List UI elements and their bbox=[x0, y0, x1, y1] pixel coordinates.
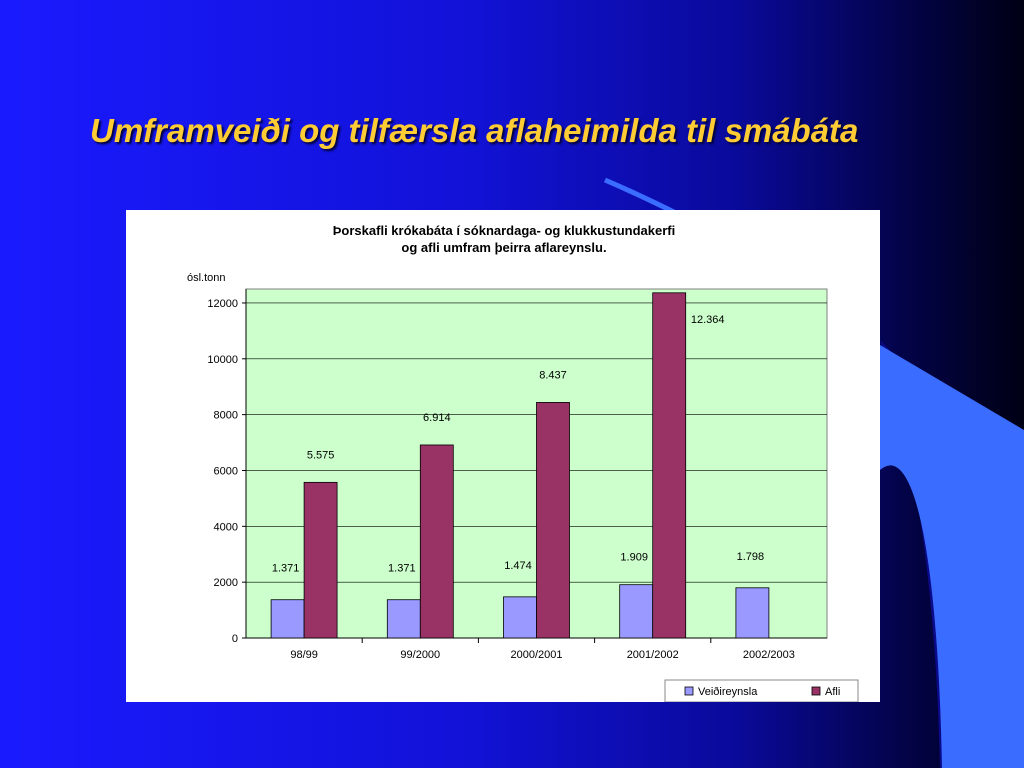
y-tick-label: 10000 bbox=[207, 354, 238, 366]
x-tick-label: 2001/2002 bbox=[627, 649, 679, 661]
data-label: 1.798 bbox=[737, 551, 765, 563]
legend-box bbox=[664, 679, 859, 702]
bar-afli bbox=[419, 444, 454, 639]
bar-veidireynsla bbox=[735, 587, 770, 639]
y-tick-label: 6000 bbox=[214, 465, 238, 477]
chart-title-line-2: og afli umfram þeirra aflareynslu. bbox=[401, 240, 606, 255]
legend: Veiðireynsla Afli bbox=[664, 679, 859, 702]
data-label: 5.575 bbox=[307, 449, 335, 461]
data-label: 1.474 bbox=[504, 560, 532, 572]
legend-swatch-veidireynsla bbox=[684, 686, 694, 696]
bar-veidireynsla bbox=[619, 584, 654, 639]
y-axis-label: ósl.tonn bbox=[187, 272, 226, 284]
x-tick-label: 99/2000 bbox=[400, 649, 440, 661]
y-tick-label: 2000 bbox=[214, 577, 238, 589]
data-label: 12.364 bbox=[691, 314, 725, 326]
bar-chart: Þorskafli krókabáta í sóknardaga- og klu… bbox=[187, 223, 859, 702]
decorative-swoosh-light bbox=[880, 345, 1024, 768]
legend-label-veidireynsla: Veiðireynsla bbox=[698, 686, 758, 698]
data-label: 6.914 bbox=[423, 412, 451, 424]
x-tick-label: 2002/2003 bbox=[743, 649, 795, 661]
y-tick-label: 12000 bbox=[207, 298, 238, 310]
legend-label-afli: Afli bbox=[825, 686, 840, 698]
data-label: 1.371 bbox=[388, 563, 416, 575]
y-tick-label: 4000 bbox=[214, 521, 238, 533]
chart-panel: Þorskafli krókabáta í sóknardaga- og klu… bbox=[126, 210, 880, 702]
y-tick-label: 8000 bbox=[214, 410, 238, 422]
chart-title-line-1: Þorskafli krókabáta í sóknardaga- og klu… bbox=[333, 223, 675, 238]
bar-veidireynsla bbox=[270, 599, 305, 639]
y-tick-label: 0 bbox=[232, 633, 238, 645]
data-label: 8.437 bbox=[539, 369, 567, 381]
x-tick-label: 2000/2001 bbox=[511, 649, 563, 661]
bar-afli bbox=[652, 292, 687, 639]
data-label: 1.909 bbox=[620, 552, 648, 564]
bar-afli bbox=[536, 402, 570, 639]
legend-swatch-afli bbox=[811, 686, 821, 696]
bar-veidireynsla bbox=[386, 599, 421, 639]
slide-title: Umframveiði og tilfærsla aflaheimilda ti… bbox=[90, 112, 859, 149]
bar-veidireynsla bbox=[503, 596, 537, 639]
x-tick-label: 98/99 bbox=[290, 649, 318, 661]
plot-area: 0 2000 4000 6000 8000 10000 12000 98/99 1.371 5.5… bbox=[207, 288, 828, 661]
data-label: 1.371 bbox=[272, 563, 300, 575]
bar-afli bbox=[303, 481, 338, 639]
